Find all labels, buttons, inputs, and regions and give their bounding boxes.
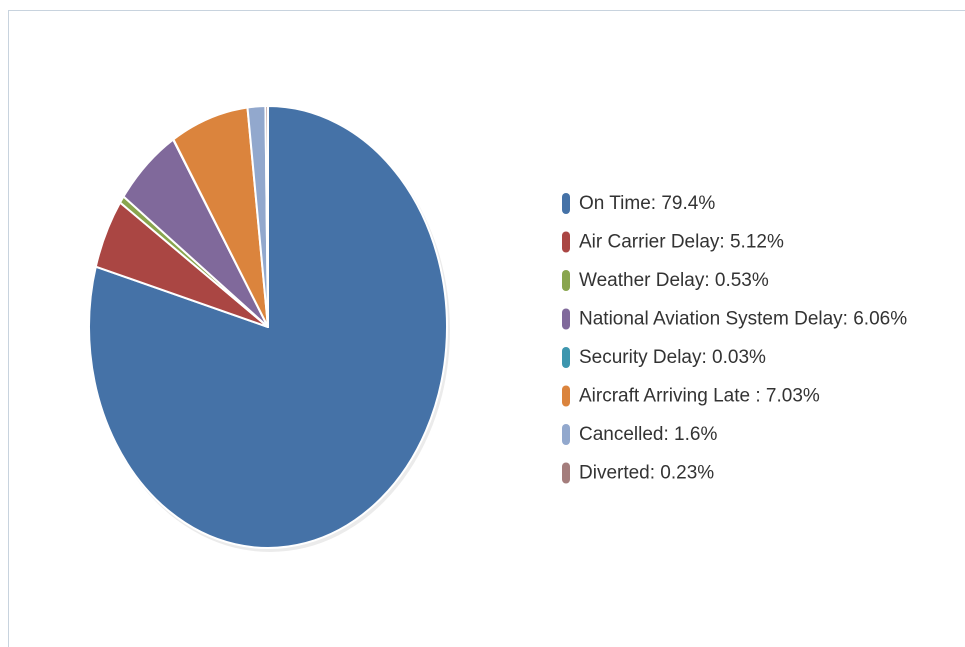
legend-label: Security Delay: 0.03% [579, 347, 766, 368]
legend-label: Cancelled: 1.6% [579, 424, 717, 445]
legend-label: Weather Delay: 0.53% [579, 270, 769, 291]
legend-label: National Aviation System Delay: 6.06% [579, 309, 907, 330]
legend-marker [562, 385, 570, 407]
legend-marker [562, 347, 570, 368]
legend-label: Aircraft Arriving Late : 7.03% [579, 386, 820, 407]
legend-marker [562, 462, 570, 484]
legend-label: On Time: 79.4% [579, 193, 715, 214]
legend-label: Diverted: 0.23% [579, 463, 714, 484]
legend-marker [562, 424, 570, 445]
legend-marker [562, 308, 570, 330]
legend-marker [562, 193, 570, 214]
pie-slice [264, 104, 269, 328]
legend-marker [562, 231, 570, 253]
legend-label: Air Carrier Delay: 5.12% [579, 232, 784, 253]
legend-marker [562, 270, 570, 291]
